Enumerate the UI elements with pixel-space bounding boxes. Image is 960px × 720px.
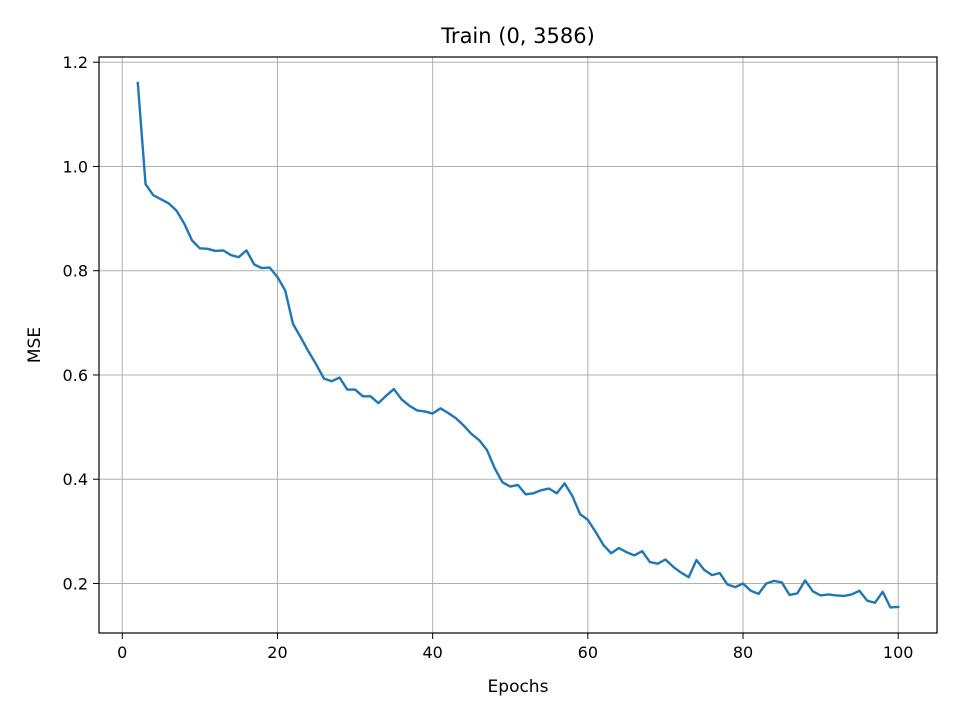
plot-frame	[98, 56, 938, 634]
y-tick-label: 1.2	[63, 53, 88, 72]
grid	[99, 57, 937, 633]
x-axis-label: Epochs	[488, 677, 549, 697]
series-line-0	[136, 81, 900, 609]
x-tick-label: 40	[422, 643, 442, 662]
chart-title: Train (0, 3586)	[440, 24, 595, 48]
x-tick-label: 60	[578, 643, 598, 662]
y-tick-label: 0.8	[63, 262, 88, 281]
y-tick-label: 1.0	[63, 157, 88, 176]
x-tick-label: 20	[267, 643, 287, 662]
x-tick-label: 0	[117, 643, 127, 662]
y-tick-label: 0.2	[63, 574, 88, 593]
ticks: 0 20 40 60 80 100 0.2 0.4 0.6 0.8 1.0 1.2	[63, 53, 914, 662]
y-tick-label: 0.6	[63, 366, 88, 385]
y-tick-label: 0.4	[63, 470, 88, 489]
y-axis-label: MSE	[25, 327, 45, 363]
x-tick-label: 80	[733, 643, 753, 662]
x-tick-label: 100	[883, 643, 914, 662]
series-layer	[136, 81, 900, 609]
